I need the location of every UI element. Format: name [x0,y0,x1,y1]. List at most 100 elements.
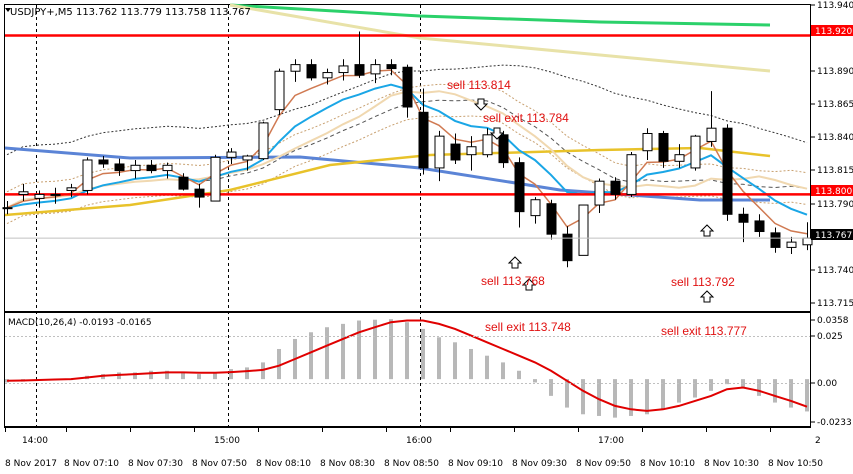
annotation-sell: sell 113.792 [671,275,735,289]
candle [578,204,589,256]
macd-histogram-bar [373,319,377,380]
time-label: 14:00 [22,436,48,446]
candle [2,201,13,215]
svg-text:113.890: 113.890 [817,67,853,77]
candle [242,154,253,171]
price-badge-113920: 113.920 [811,25,853,37]
time-label: 8 Nov 08:50 [384,459,439,469]
macd-histogram-bar [629,379,633,416]
time-axis-bottom: 8 Nov 2017 8 Nov 07:10 8 Nov 07:30 8 Nov 07… [5,427,823,469]
macd-histogram-bar [245,367,249,380]
macd-histogram-bar [389,319,393,380]
candle [306,59,317,81]
candle [450,133,461,164]
candle [402,64,413,118]
svg-text:113.840: 113.840 [817,133,853,143]
dropdown-triangle-icon[interactable] [5,8,11,12]
candle [258,121,269,160]
macd-histogram-bar [133,372,137,380]
candle [146,159,157,174]
macd-histogram-bar [197,374,201,380]
candle [498,130,509,168]
time-label: 8 Nov 09:50 [576,459,631,469]
svg-text:0.025: 0.025 [817,332,843,342]
candle [434,130,445,182]
candle [546,199,557,240]
candle [98,156,109,168]
candle [130,159,141,179]
ma-yellow-line [4,146,771,217]
arrow-up-icon [699,290,715,303]
macd-histogram-bar [165,370,169,380]
svg-text:0.0358: 0.0358 [817,316,849,326]
price-tick-label: 113.840 [811,133,853,143]
candle [418,88,429,175]
macd-tick-label: 0.00 [811,379,837,389]
macd-pane-frame [4,312,811,427]
candle [338,59,349,81]
time-label: 8 Nov 07:50 [192,459,247,469]
macd-histogram-bar [357,320,361,380]
time-label: 8 Nov 10:30 [704,459,759,469]
macd-histogram-bar [485,355,489,380]
candle [626,152,637,198]
candle [66,183,77,198]
macd-histogram-bar [277,348,281,380]
candle [290,59,301,82]
candle [210,154,221,202]
macd-histogram-bar [229,369,233,380]
macd-histogram-bar [341,323,345,380]
svg-text:113.865: 113.865 [817,100,853,110]
candles-layer [2,31,813,268]
price-badge-current: 113.767 [811,229,853,241]
candle [162,162,173,179]
trade-annotations: sell 113.814 sell exit 113.784 sell 113.… [447,78,747,338]
ma-green-line [229,3,771,27]
svg-text:113.767: 113.767 [815,231,852,241]
candle [770,227,781,253]
macd-layer [5,319,809,418]
candle [594,178,605,213]
candle [194,183,205,208]
macd-histogram-bar [789,379,793,408]
candle [530,197,541,224]
candle [674,144,685,168]
candle [114,158,125,176]
candle [514,157,525,228]
macd-histogram-bar [613,379,617,418]
macd-histogram-bar [725,379,729,385]
macd-histogram-bar [773,379,777,403]
arrow-up-icon [521,278,537,291]
macd-histogram-bar [325,327,329,380]
time-label: 8 Nov 10:10 [640,459,695,469]
candle [322,68,333,85]
macd-histogram-bar [405,322,409,380]
arrow-down-icon [489,127,505,140]
macd-histogram-bar [597,379,601,416]
time-axis-top: 14:00 15:00 16:00 17:00 2 [22,436,821,446]
ma-khaki-line [229,3,771,73]
time-label: 8 Nov 08:10 [256,459,311,469]
price-tick-label: 113.715 [811,299,853,309]
price-tick-label: 113.865 [811,100,853,110]
svg-text:0.00: 0.00 [817,379,837,389]
arrow-up-icon [699,224,715,237]
price-tick-label: 113.790 [811,200,853,210]
horizontal-levels[interactable] [5,34,810,196]
macd-histogram-bar [757,379,761,396]
macd-histogram-bar [469,348,473,380]
macd-histogram-bar [501,362,505,380]
macd-histogram-bar [421,328,425,380]
macd-tick-label: 0.025 [811,332,843,342]
time-label: 8 Nov 09:30 [512,459,567,469]
candle [482,128,493,158]
annotation-sell: sell 113.768 [481,274,545,288]
time-label: 8 Nov 10:50 [768,459,823,469]
candle [370,59,381,84]
candle [354,31,365,78]
time-label: 17:00 [598,436,624,446]
candle [642,128,653,160]
annotation-sell-exit: sell exit 113.777 [661,324,747,338]
price-badge-113800: 113.800 [811,185,853,197]
